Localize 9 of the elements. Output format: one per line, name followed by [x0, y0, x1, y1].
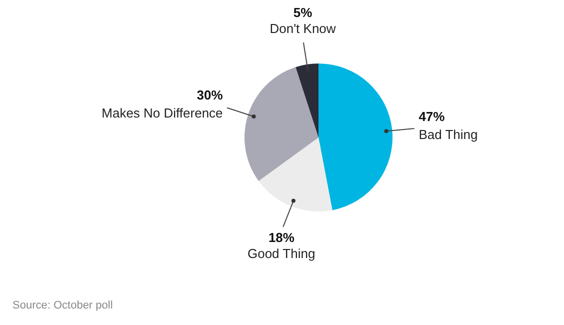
data-label: 18% [268, 230, 295, 246]
data-label: 30% [196, 87, 224, 102]
data-label: 5% [293, 5, 313, 20]
source-note: Source: October poll [12, 300, 113, 312]
data-label: 47% [418, 109, 446, 124]
slice-label: Makes No Difference [102, 105, 223, 120]
slice-label: Good Thing [247, 246, 316, 262]
slice-label: Bad Thing [418, 127, 478, 142]
slice-label: Don't Know [270, 21, 336, 36]
